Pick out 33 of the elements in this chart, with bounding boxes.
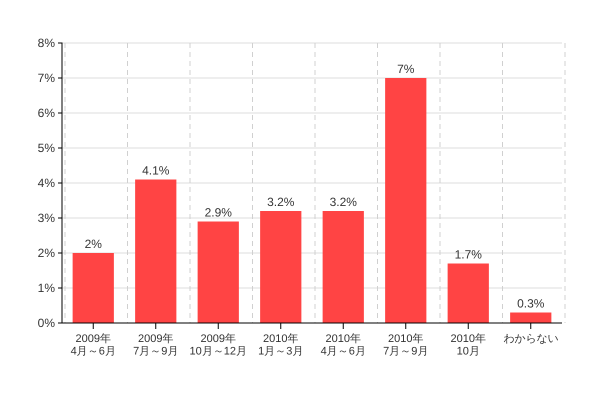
- x-tick-label: 2009年 7月～9月: [133, 332, 178, 358]
- bar: [510, 312, 552, 323]
- data-label: 0.3%: [517, 296, 545, 310]
- x-tick-label: 2010年 10月: [450, 332, 486, 358]
- data-label: 7%: [397, 62, 415, 76]
- bar: [198, 222, 239, 323]
- data-label: 2%: [84, 237, 102, 251]
- y-tick-label: 7%: [38, 70, 56, 85]
- data-label: 1.7%: [454, 248, 482, 262]
- x-tick-label: 2010年 7月～9月: [383, 332, 428, 358]
- data-label: 3.2%: [267, 195, 295, 209]
- y-tick-label: 2%: [38, 246, 56, 260]
- bar: [135, 180, 176, 323]
- y-tick-label: 5%: [38, 140, 56, 155]
- data-label: 2.9%: [204, 206, 232, 220]
- x-tick-label: 2010年 4月～6月: [320, 332, 366, 358]
- bar: [448, 264, 489, 323]
- bar: [72, 253, 114, 323]
- x-tick-label: 2009年 10月～12月: [190, 332, 247, 358]
- bar: [260, 211, 302, 323]
- y-tick-label: 6%: [38, 106, 56, 120]
- data-label: 3.2%: [330, 195, 358, 209]
- y-tick-label: 3%: [38, 210, 56, 225]
- bar: [322, 211, 364, 323]
- x-tick-label: 2009年 4月～6月: [70, 332, 116, 358]
- x-tick-label: わからない: [503, 332, 558, 345]
- y-tick-label: 0%: [38, 316, 56, 330]
- x-tick-label: 2010年 1月～3月: [258, 332, 304, 358]
- bar: [385, 78, 426, 323]
- y-tick-label: 1%: [38, 280, 56, 295]
- y-tick-label: 4%: [38, 176, 56, 190]
- y-tick-label: 8%: [38, 36, 56, 50]
- data-label: 4.1%: [142, 164, 170, 178]
